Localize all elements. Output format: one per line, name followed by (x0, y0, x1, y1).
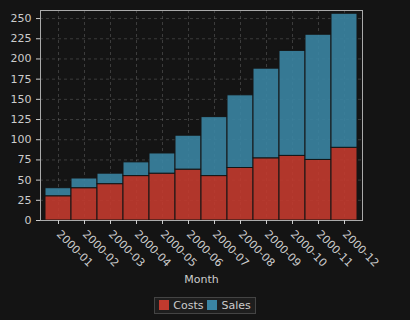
svg-text:2000-03: 2000-03 (105, 227, 148, 270)
svg-text:75: 75 (18, 153, 32, 166)
html-text:Sales: Sales (221, 298, 251, 312)
svg-text:250: 250 (11, 12, 32, 25)
svg-text:2000-11: 2000-11 (313, 227, 356, 270)
svg-text:150: 150 (11, 93, 32, 106)
svg-text:2000-07: 2000-07 (209, 227, 252, 270)
svg-text:25: 25 (18, 194, 32, 207)
svg-text:2000-08: 2000-08 (235, 227, 278, 270)
svg-text:2000-12: 2000-12 (340, 228, 382, 270)
svg-text:2000-02: 2000-02 (79, 227, 122, 270)
svg-text:0: 0 (25, 214, 32, 227)
svg-text:2000-05: 2000-05 (157, 227, 200, 270)
svg-text:2000-10: 2000-10 (287, 227, 330, 270)
svg-text:225: 225 (11, 32, 32, 45)
svg-text:2000-01: 2000-01 (53, 227, 96, 270)
svg-text:100: 100 (11, 133, 32, 146)
svg-text:2000-06: 2000-06 (183, 227, 226, 270)
svg-text:125: 125 (11, 113, 32, 126)
svg-text:50: 50 (18, 174, 32, 187)
svg-text:200: 200 (11, 52, 32, 65)
svg-text:Month: Month (184, 273, 219, 286)
svg-text:175: 175 (11, 73, 32, 86)
svg-text:2000-09: 2000-09 (261, 227, 304, 270)
svg-text:2000-04: 2000-04 (131, 227, 174, 270)
html-text:Costs: Costs (173, 298, 204, 312)
